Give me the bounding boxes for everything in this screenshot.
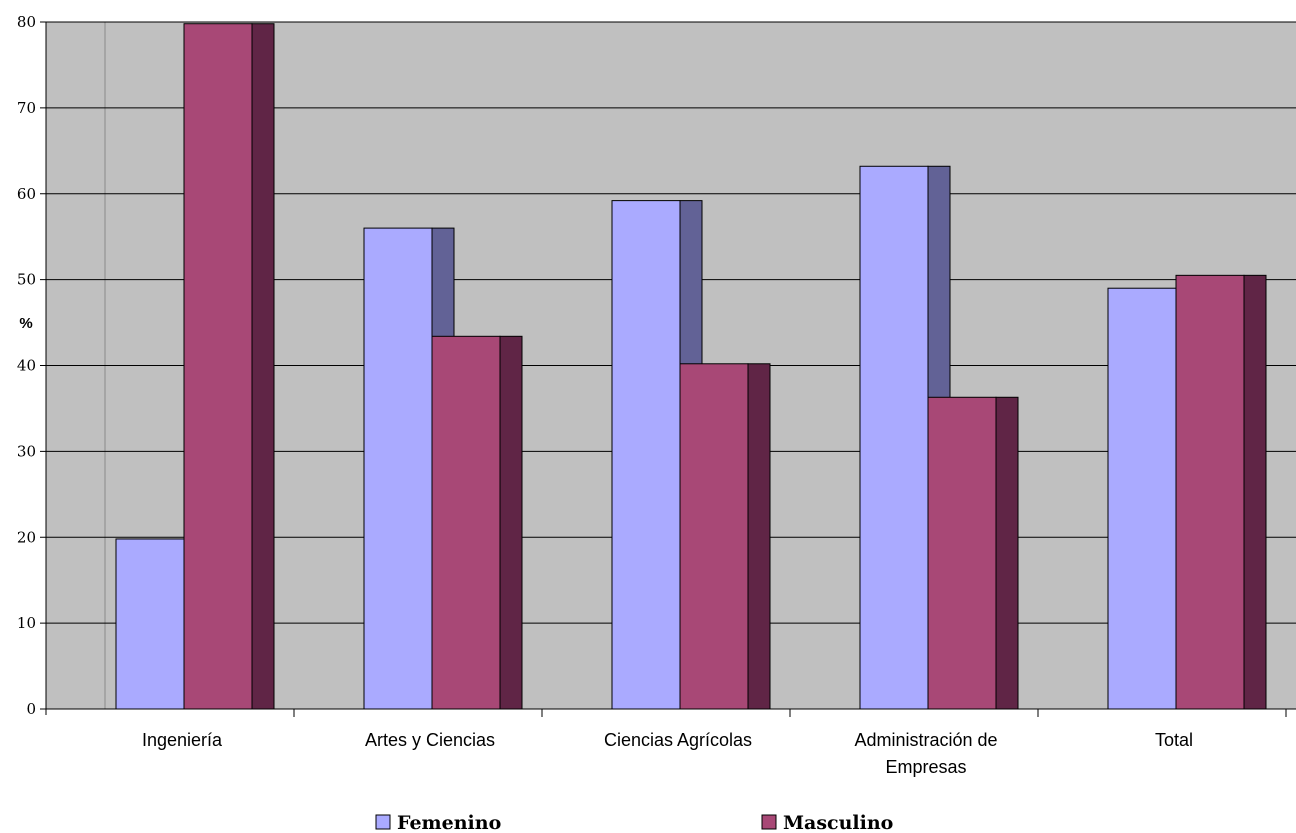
bar-masculino	[432, 336, 500, 709]
bar-masculino-side	[1244, 275, 1266, 709]
category-label: Artes y Ciencias	[365, 730, 495, 750]
legend-swatch	[376, 815, 390, 829]
category-label: Administración de	[854, 730, 997, 750]
bar-masculino-side	[748, 364, 770, 709]
category-label: Ingeniería	[142, 730, 223, 750]
bar-femenino	[116, 539, 184, 709]
y-tick-label: 70	[17, 99, 36, 117]
y-tick-label: 50	[17, 271, 36, 289]
legend: Femenino Masculino	[376, 812, 893, 833]
legend-label: Masculino	[783, 812, 893, 833]
category-label: Empresas	[885, 757, 966, 777]
y-tick-label: 40	[17, 357, 36, 375]
bar-masculino-side	[500, 336, 522, 709]
bar-femenino	[1108, 288, 1176, 709]
bar-masculino	[680, 364, 748, 709]
category-label: Total	[1155, 730, 1193, 750]
category-label: Ciencias Agrícolas	[604, 730, 752, 750]
y-tick-label: 30	[17, 442, 36, 460]
y-tick-label: 0	[26, 700, 36, 718]
bar-femenino	[364, 228, 432, 709]
category-labels: Ingeniería Artes y Ciencias Ciencias Agríc…	[142, 730, 1193, 777]
bar-masculino-side	[252, 24, 274, 709]
y-axis-label: %	[19, 315, 32, 332]
bar-masculino	[1176, 275, 1244, 709]
y-tick-label: 10	[17, 614, 36, 632]
bar-femenino	[860, 166, 928, 709]
legend-label: Femenino	[397, 812, 501, 833]
bar-femenino	[612, 201, 680, 709]
bar-masculino	[184, 24, 252, 709]
legend-swatch	[762, 815, 776, 829]
y-tick-label: 20	[17, 528, 36, 546]
bar-masculino-side	[996, 397, 1018, 709]
bar-masculino	[928, 397, 996, 709]
y-tick-labels: 0 10 20 30 40 50 60 70 80	[17, 13, 36, 718]
y-tick-label: 60	[17, 185, 36, 203]
y-tick-label: 80	[17, 13, 36, 31]
